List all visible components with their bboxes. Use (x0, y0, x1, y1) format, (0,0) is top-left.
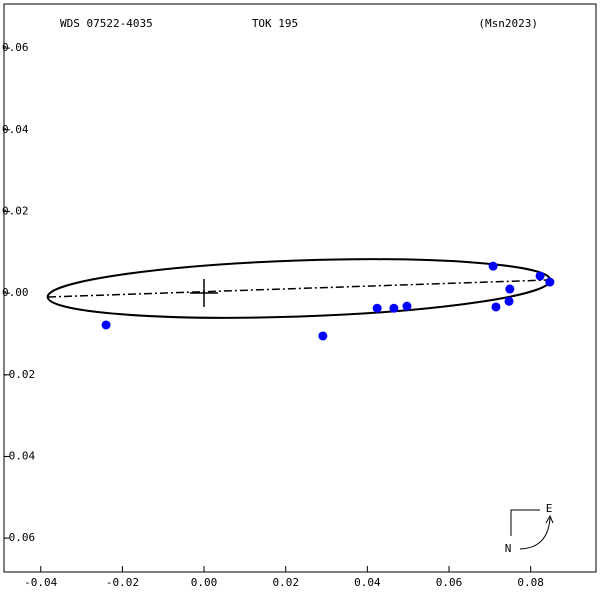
chart-title: TOK 195 (252, 17, 298, 30)
data-point (488, 261, 498, 271)
data-point (318, 331, 328, 341)
data-point (402, 301, 412, 311)
x-tick-label: -0.04 (24, 576, 57, 589)
compass-east: E (546, 502, 553, 515)
y-tick-label: 0.02 (2, 204, 29, 217)
data-point (504, 296, 514, 306)
x-tick-label: 0.02 (272, 576, 299, 589)
header-left: WDS 07522-4035 (60, 17, 153, 30)
x-tick-label: 0.04 (354, 576, 381, 589)
y-tick-label: -0.06 (2, 531, 35, 544)
x-tick-label: 0.00 (191, 576, 218, 589)
x-tick-label: 0.08 (517, 576, 544, 589)
compass: E N (505, 502, 554, 555)
data-point (545, 277, 555, 287)
data-point (389, 303, 399, 313)
data-point (505, 284, 515, 294)
y-tick-label: -0.04 (2, 449, 35, 462)
y-tick-label: 0.00 (2, 286, 29, 299)
x-tick-label: -0.02 (106, 576, 139, 589)
line-of-nodes (47, 279, 549, 298)
plot-frame (3, 3, 597, 573)
compass-north: N (505, 542, 512, 555)
y-tick-label: -0.02 (2, 368, 35, 381)
data-point (535, 271, 545, 281)
x-tick-label: 0.06 (436, 576, 463, 589)
y-tick-label: 0.06 (2, 41, 29, 54)
header-right: (Msn2023) (478, 17, 538, 30)
data-point (372, 303, 382, 313)
y-tick-label: 0.04 (2, 123, 29, 136)
data-point (101, 320, 111, 330)
data-point (491, 302, 501, 312)
